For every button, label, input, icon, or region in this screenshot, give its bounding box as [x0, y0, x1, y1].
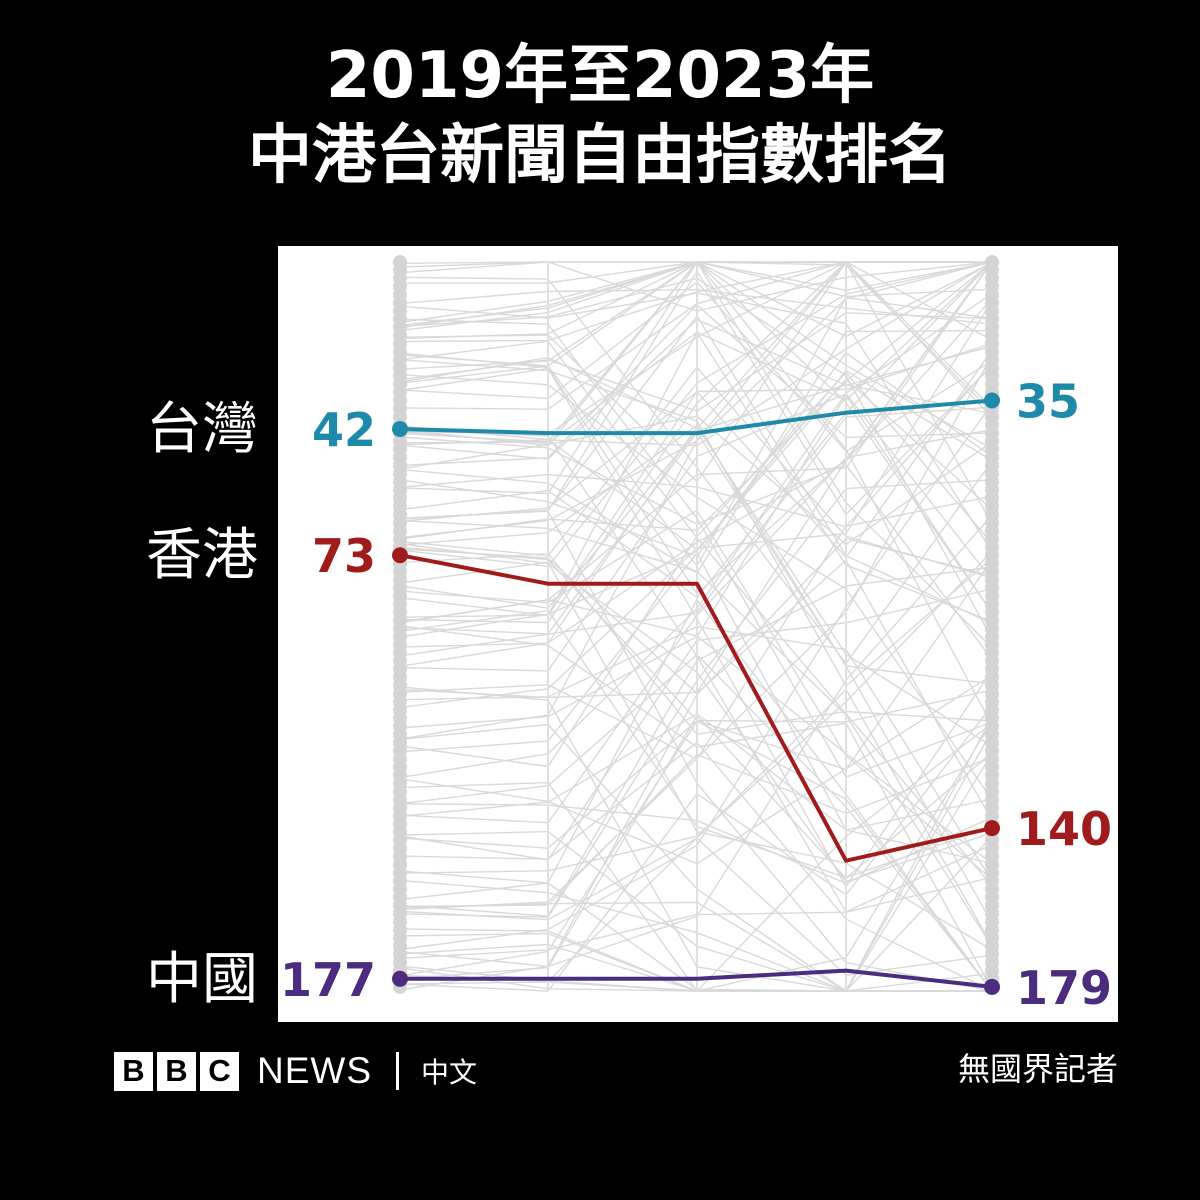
series-start-value-2: 177 — [280, 953, 376, 1007]
series-start-value-0: 42 — [312, 403, 376, 457]
series-start-value-1: 73 — [312, 529, 376, 583]
series-name-label-2: 中國 — [146, 947, 258, 1012]
series-start-point-2 — [392, 970, 408, 987]
series-end-point-1 — [984, 820, 1000, 837]
news-wordmark: NEWS — [257, 1050, 372, 1091]
series-end-point-0 — [984, 392, 1000, 409]
series-start-point-0 — [392, 420, 408, 437]
source-credit: 無國界記者 — [957, 1050, 1118, 1088]
chart-title-line2: 中港台新聞自由指數排名 — [248, 119, 952, 193]
background-country-lines — [399, 261, 993, 992]
series-end-value-1: 140 — [1016, 802, 1112, 856]
bbc-letter-b1: B — [114, 1051, 153, 1091]
series-start-point-1 — [392, 547, 408, 564]
series-name-label-0: 台灣 — [146, 397, 258, 462]
chart-title-line1: 2019年至2023年 — [325, 39, 875, 113]
series-name-label-1: 香港 — [146, 523, 258, 588]
series-end-point-2 — [984, 978, 1000, 995]
series-line-0 — [399, 398, 993, 436]
bbc-letter-b2: B — [157, 1051, 196, 1091]
bbc-news-chinese-logo: B B C NEWS 中文 — [114, 1050, 477, 1092]
series-lines — [392, 392, 1000, 995]
series-labels: 台灣 42 35 香港 73 140 中國 177 179 — [146, 374, 1112, 1014]
logo-divider — [396, 1052, 399, 1090]
series-end-value-2: 179 — [1016, 961, 1112, 1015]
series-line-2 — [400, 968, 993, 989]
series-end-value-0: 35 — [1016, 374, 1080, 428]
bbc-letter-c: C — [200, 1051, 239, 1091]
axis-dots — [393, 255, 999, 994]
series-line-1 — [399, 553, 993, 863]
language-label: 中文 — [421, 1056, 478, 1089]
